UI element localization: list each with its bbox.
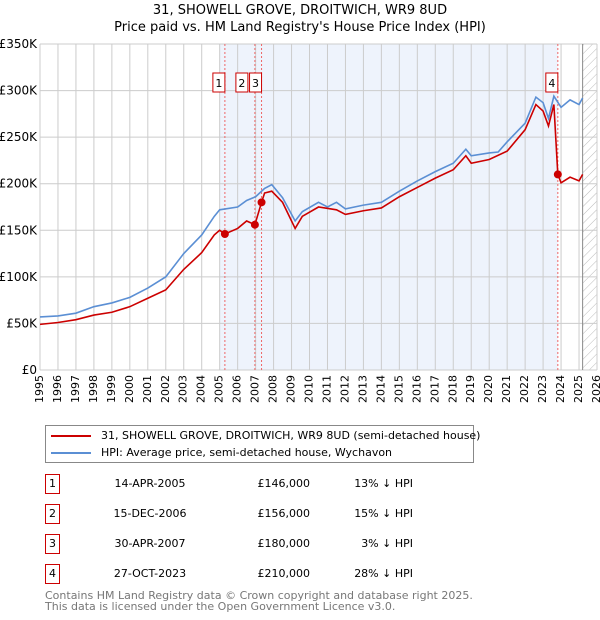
x-tick-label: 2000 — [123, 375, 136, 403]
x-tick-label: 2025 — [572, 375, 585, 403]
sale-label-box — [212, 72, 226, 93]
forecast-hatch — [582, 44, 597, 370]
sale-number: 4 — [45, 564, 60, 584]
x-tick-label: 2006 — [231, 375, 244, 403]
sale-label-box — [545, 72, 559, 93]
x-tick-label: 2011 — [320, 375, 333, 403]
sale-point — [250, 220, 259, 229]
x-tick-label: 2003 — [177, 375, 190, 403]
sale-label: 2 — [238, 77, 245, 90]
x-tick-label: 2012 — [338, 375, 351, 403]
x-tick-label: 2002 — [159, 375, 172, 403]
footer-copyright: Contains HM Land Registry data © Crown c… — [45, 589, 473, 602]
sale-price: £146,000 — [257, 477, 311, 490]
sale-hpi-diff: 3% ↓ HPI — [361, 537, 413, 550]
x-tick-label: 2022 — [518, 375, 531, 403]
sale-row: 3 30-APR-2007 £180,000 3% ↓ HPI — [45, 534, 445, 554]
sale-date: 27-OCT-2023 — [113, 567, 187, 580]
x-tick-label: 1998 — [87, 375, 100, 403]
chart-subtitle: Price paid vs. HM Land Registry's House … — [114, 20, 486, 35]
sale-hpi-diff: 15% ↓ HPI — [354, 507, 413, 520]
x-tick-label: 2010 — [303, 375, 316, 403]
legend: 31, SHOWELL GROVE, DROITWICH, WR9 8UD (s… — [45, 425, 480, 463]
x-tick-label: 2024 — [554, 375, 567, 403]
y-tick-label: £350K — [0, 37, 38, 51]
sale-label: 3 — [252, 77, 259, 90]
y-tick-label: £200K — [0, 177, 38, 191]
x-tick-label: 2015 — [392, 375, 405, 403]
y-tick-label: £0 — [22, 363, 37, 377]
x-tick-label: 2017 — [428, 375, 441, 403]
hpi-line — [39, 94, 584, 318]
x-tick-label: 2005 — [213, 375, 226, 403]
sale-price: £210,000 — [257, 567, 311, 580]
sale-row: 4 27-OCT-2023 £210,000 28% ↓ HPI — [45, 564, 445, 584]
sale-label-box — [249, 72, 263, 93]
x-tick-label: 2021 — [500, 375, 513, 403]
x-tick-label: 1996 — [51, 375, 64, 403]
x-tick-label: 2014 — [374, 375, 387, 403]
x-tick-label: 2018 — [446, 375, 459, 403]
y-tick-label: £300K — [0, 84, 38, 98]
sale-point — [220, 230, 229, 239]
x-tick-label: 2016 — [410, 375, 423, 403]
legend-swatch-blue — [51, 452, 91, 454]
sale-number: 3 — [45, 534, 60, 554]
sale-row: 1 14-APR-2005 £146,000 13% ↓ HPI — [45, 474, 445, 494]
x-tick-label: 2026 — [590, 375, 600, 403]
sale-number: 2 — [45, 504, 60, 524]
legend-swatch-red — [51, 435, 91, 437]
x-tick-label: 2023 — [536, 375, 549, 403]
sale-label-box — [235, 72, 249, 93]
sale-hpi-diff: 28% ↓ HPI — [354, 567, 413, 580]
price-chart: 1995 1996 1997 1998 1999 2000 2001 2002 2003 2004… — [0, 37, 600, 403]
sale-price: £180,000 — [257, 537, 311, 550]
sale-date: 30-APR-2007 — [114, 537, 186, 550]
chart-title: 31, SHOWELL GROVE, DROITWICH, WR9 8UD — [152, 3, 448, 18]
x-tick-label: 1997 — [69, 375, 82, 403]
x-tick-label: 2009 — [285, 375, 298, 403]
sale-row: 2 15-DEC-2006 £156,000 15% ↓ HPI — [45, 504, 445, 524]
sale-label: 1 — [215, 77, 222, 90]
sale-label: 4 — [548, 77, 555, 90]
x-tick-label: 2007 — [249, 375, 262, 403]
y-tick-label: £150K — [0, 223, 38, 237]
x-tick-label: 2008 — [267, 375, 280, 403]
x-tick-label: 1999 — [105, 375, 118, 403]
y-tick-label: £100K — [0, 270, 38, 284]
x-tick-label: 2020 — [482, 375, 495, 403]
sale-date: 15-DEC-2006 — [113, 507, 187, 520]
price-paid-line — [39, 103, 584, 326]
x-tick-label: 2019 — [464, 375, 477, 403]
x-tick-label: 2013 — [356, 375, 369, 403]
footer-licence: This data is licensed under the Open Gov… — [45, 600, 396, 613]
x-tick-label: 2001 — [141, 375, 154, 403]
sale-point — [553, 170, 562, 179]
sale-price: £156,000 — [257, 507, 311, 520]
sale-date: 14-APR-2005 — [114, 477, 186, 490]
ownership-shade — [219, 44, 558, 370]
y-tick-label: £50K — [6, 316, 38, 330]
sale-point — [257, 198, 266, 207]
x-tick-label: 2004 — [195, 375, 208, 403]
x-tick-label: 1995 — [33, 375, 46, 403]
sale-number: 1 — [45, 474, 60, 494]
y-tick-label: £250K — [0, 130, 38, 144]
sale-hpi-diff: 13% ↓ HPI — [354, 477, 413, 490]
